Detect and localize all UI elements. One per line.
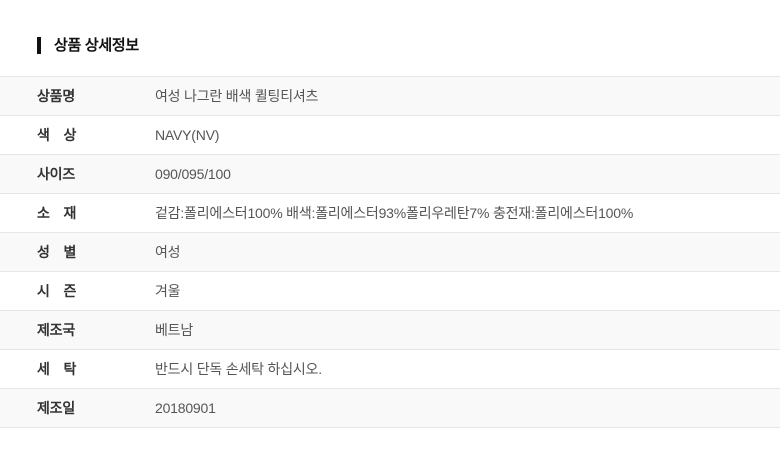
row-label: 시 즌 bbox=[37, 283, 77, 299]
table-row: 사이즈 090/095/100 bbox=[0, 155, 780, 194]
row-value: 반드시 단독 손세탁 하십시오. bbox=[155, 361, 322, 377]
table-row: 색 상 NAVY(NV) bbox=[0, 116, 780, 155]
row-label: 사이즈 bbox=[37, 166, 76, 182]
table-row: 상품명 여성 나그란 배색 퀼팅티셔츠 bbox=[0, 77, 780, 116]
row-value: 090/095/100 bbox=[155, 166, 231, 182]
row-label: 소 재 bbox=[37, 205, 77, 221]
table-row: 소 재 겉감:폴리에스터100% 배색:폴리에스터93%폴리우레탄7% 충전재:… bbox=[0, 194, 780, 233]
row-value: NAVY(NV) bbox=[155, 127, 220, 143]
title-accent-bar bbox=[37, 36, 41, 54]
row-value: 겉감:폴리에스터100% 배색:폴리에스터93%폴리우레탄7% 충전재:폴리에스… bbox=[155, 205, 634, 221]
row-value: 20180901 bbox=[155, 400, 216, 416]
table-row: 제조국 베트남 bbox=[0, 311, 780, 350]
table-row: 시 즌 겨울 bbox=[0, 272, 780, 311]
row-label: 색 상 bbox=[37, 127, 77, 143]
row-label: 세 탁 bbox=[37, 361, 77, 377]
row-label: 제조일 bbox=[37, 400, 76, 416]
table-row: 세 탁 반드시 단독 손세탁 하십시오. bbox=[0, 350, 780, 389]
row-label: 제조국 bbox=[37, 322, 76, 338]
row-label: 성 별 bbox=[37, 244, 77, 260]
product-detail-table: 상품명 여성 나그란 배색 퀼팅티셔츠 색 상 NAVY(NV) 사이즈 090… bbox=[0, 76, 780, 428]
section-header: 상품 상세정보 bbox=[37, 36, 780, 54]
row-label: 상품명 bbox=[37, 88, 76, 104]
row-value: 겨울 bbox=[155, 283, 181, 299]
row-value: 여성 bbox=[155, 244, 181, 260]
page-title: 상품 상세정보 bbox=[54, 36, 139, 54]
table-row: 제조일 20180901 bbox=[0, 389, 780, 428]
row-value: 여성 나그란 배색 퀼팅티셔츠 bbox=[155, 88, 319, 104]
row-value: 베트남 bbox=[155, 322, 194, 338]
table-row: 성 별 여성 bbox=[0, 233, 780, 272]
